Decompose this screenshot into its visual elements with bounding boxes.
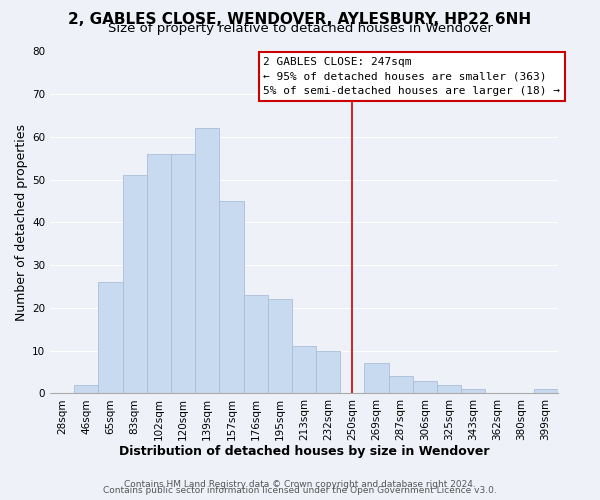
Bar [122,176,147,394]
Text: Contains public sector information licensed under the Open Government Licence v3: Contains public sector information licen… [103,486,497,495]
Bar [437,385,461,394]
Bar [147,154,171,394]
Bar [171,154,195,394]
Bar [98,282,122,394]
Y-axis label: Number of detached properties: Number of detached properties [15,124,28,321]
Bar [533,389,558,394]
Text: Size of property relative to detached houses in Wendover: Size of property relative to detached ho… [107,22,493,35]
Bar [244,295,268,394]
Text: 2, GABLES CLOSE, WENDOVER, AYLESBURY, HP22 6NH: 2, GABLES CLOSE, WENDOVER, AYLESBURY, HP… [68,12,532,26]
Bar [461,389,485,394]
Bar [389,376,413,394]
Bar [195,128,220,394]
Bar [220,201,244,394]
Bar [268,300,292,394]
Text: 2 GABLES CLOSE: 247sqm
← 95% of detached houses are smaller (363)
5% of semi-det: 2 GABLES CLOSE: 247sqm ← 95% of detached… [263,56,560,96]
Bar [292,346,316,394]
Text: Contains HM Land Registry data © Crown copyright and database right 2024.: Contains HM Land Registry data © Crown c… [124,480,476,489]
Bar [413,380,437,394]
X-axis label: Distribution of detached houses by size in Wendover: Distribution of detached houses by size … [119,444,489,458]
Bar [316,350,340,394]
Bar [364,364,389,394]
Bar [74,385,98,394]
